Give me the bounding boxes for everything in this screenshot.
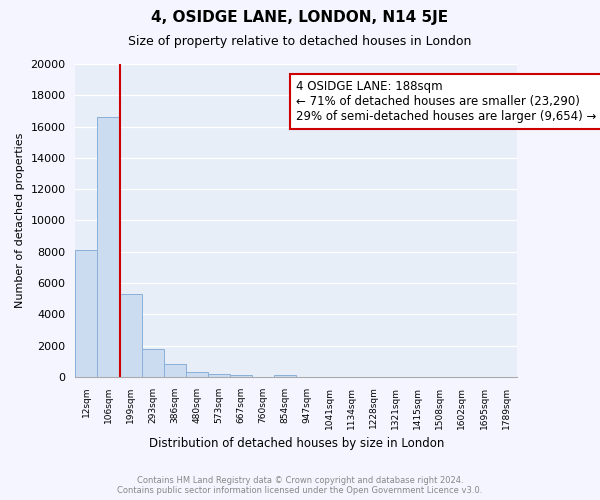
Y-axis label: Number of detached properties: Number of detached properties — [15, 132, 25, 308]
Text: Size of property relative to detached houses in London: Size of property relative to detached ho… — [128, 35, 472, 48]
Bar — [76, 250, 97, 377]
Text: Contains HM Land Registry data © Crown copyright and database right 2024.
Contai: Contains HM Land Registry data © Crown c… — [118, 476, 482, 495]
Bar — [142, 350, 164, 377]
Bar — [208, 374, 230, 377]
X-axis label: Distribution of detached houses by size in London: Distribution of detached houses by size … — [149, 437, 444, 450]
Bar — [230, 376, 252, 377]
Bar — [186, 372, 208, 377]
Text: 4, OSIDGE LANE, LONDON, N14 5JE: 4, OSIDGE LANE, LONDON, N14 5JE — [151, 10, 449, 25]
Text: 4 OSIDGE LANE: 188sqm
← 71% of detached houses are smaller (23,290)
29% of semi-: 4 OSIDGE LANE: 188sqm ← 71% of detached … — [296, 80, 596, 122]
Bar — [97, 117, 119, 377]
Bar — [274, 376, 296, 377]
Bar — [119, 294, 142, 377]
Bar — [164, 364, 186, 377]
